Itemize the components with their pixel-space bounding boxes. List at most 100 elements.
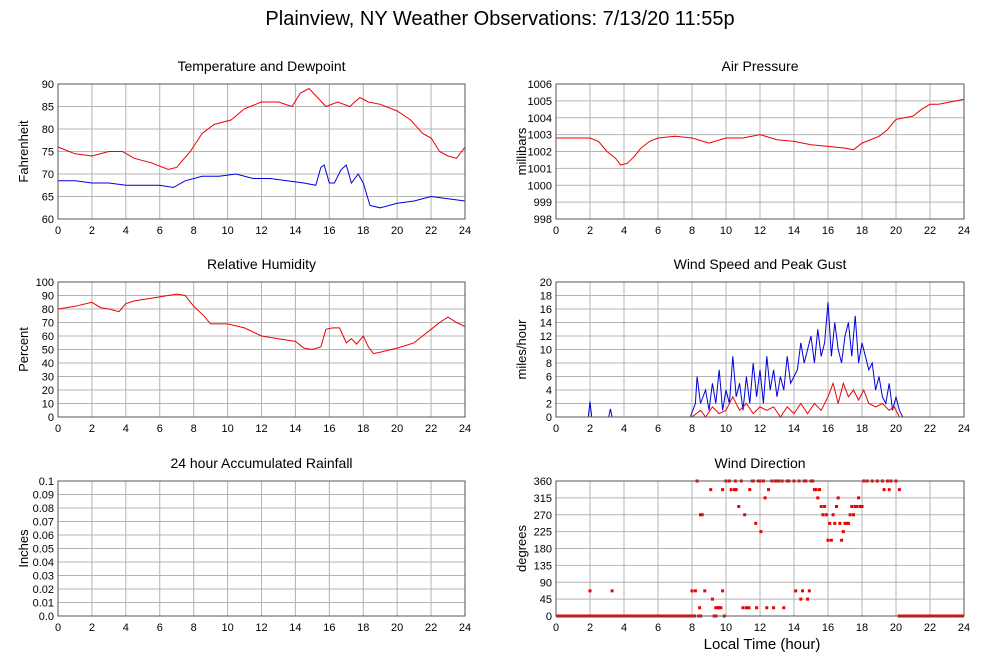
data-point (857, 496, 861, 500)
wind-speed-x-tick-label: 14 (788, 423, 800, 435)
wind-speed-x-tick-label: 22 (924, 423, 936, 435)
data-point (767, 488, 770, 492)
pressure-y-tick-label: 1002 (528, 147, 552, 159)
data-point (690, 589, 694, 593)
y-axis-label: miles/hour (514, 319, 529, 380)
rainfall-y-tick-label: 0.07 (33, 517, 54, 529)
temp-x-tick-label: 20 (391, 225, 403, 237)
data-point (717, 606, 721, 610)
rainfall-x-tick-label: 16 (323, 622, 335, 634)
data-point (880, 479, 884, 483)
pressure-x-tick-label: 22 (924, 225, 936, 237)
data-point (853, 505, 857, 508)
data-point (770, 479, 774, 483)
pressure-y-tick-label: 1001 (528, 163, 552, 175)
data-point (801, 589, 804, 593)
wind-speed-y-tick-label: 20 (540, 277, 552, 289)
wind-direction-x-tick-label: 6 (655, 622, 661, 634)
data-point (748, 488, 752, 492)
wind-direction-x-tick-label: 22 (924, 622, 936, 634)
wind-direction-y-tick-label: 315 (534, 493, 552, 505)
rainfall-x-tick-label: 2 (89, 622, 95, 634)
data-point (787, 479, 791, 483)
data-point (721, 589, 725, 593)
data-point (588, 589, 592, 593)
data-point (804, 479, 808, 483)
data-point (865, 479, 869, 483)
data-point (695, 479, 699, 483)
data-point (818, 488, 821, 492)
pressure-x-tick-label: 2 (587, 225, 593, 237)
humidity-y-tick-label: 50 (42, 345, 54, 357)
data-point (755, 606, 759, 610)
wind-direction-y-tick-label: 270 (534, 510, 552, 522)
wind-direction-x-tick-label: 4 (621, 622, 627, 634)
rainfall-y-tick-label: 0.04 (33, 557, 54, 569)
data-point (716, 606, 720, 610)
wind-direction-y-tick-label: 45 (540, 594, 552, 606)
data-point (889, 479, 893, 483)
wind-direction-y-tick-label: 360 (534, 476, 552, 488)
data-point (806, 597, 810, 601)
temp-y-tick-label: 90 (42, 79, 54, 91)
humidity-x-tick-label: 10 (221, 423, 233, 435)
data-point (797, 479, 801, 483)
wind-direction-x-tick-label: 8 (689, 622, 695, 634)
rainfall-x-tick-label: 24 (459, 622, 471, 634)
pressure-x-tick-label: 4 (621, 225, 627, 237)
pressure-x-tick-label: 8 (689, 225, 695, 237)
data-point (792, 479, 796, 483)
humidity-y-tick-label: 10 (42, 399, 54, 411)
data-point (875, 479, 879, 483)
data-point (794, 589, 798, 593)
rainfall-x-tick-label: 6 (157, 622, 163, 634)
data-point (724, 479, 728, 483)
data-point (824, 513, 828, 517)
rainfall-y-tick-label: 0.03 (33, 571, 54, 583)
data-point (737, 505, 741, 508)
wind-direction-y-tick-label: 180 (534, 544, 552, 556)
plot-frame (555, 281, 965, 418)
wind-speed-x-tick-label: 20 (890, 423, 902, 435)
series-line-red (556, 98, 965, 166)
wind-speed-y-tick-label: 6 (546, 372, 552, 384)
chart-title: Air Pressure (721, 58, 798, 74)
temp-x-tick-label: 0 (55, 225, 61, 237)
page-title: Plainview, NY Weather Observations: 7/13… (265, 8, 735, 30)
plot-area (556, 481, 964, 616)
data-point (845, 521, 849, 525)
plot-area (58, 282, 465, 417)
data-point (782, 606, 786, 610)
temp-y-tick-label: 70 (42, 169, 54, 181)
wind-direction-y-tick-label: 90 (540, 577, 552, 589)
data-point (811, 479, 815, 483)
data-point (828, 521, 832, 525)
data-point (772, 606, 776, 610)
data-point (710, 597, 714, 601)
chart-title: Wind Direction (714, 455, 805, 471)
rainfall-x-tick-label: 14 (289, 622, 301, 634)
y-axis-label: millibars (514, 127, 529, 175)
data-point (829, 538, 833, 542)
rainfall-x-tick-label: 12 (255, 622, 267, 634)
plot-area (58, 481, 465, 616)
humidity-y-tick-label: 70 (42, 318, 54, 330)
series-line-blue (556, 302, 964, 418)
wind-speed-x-tick-label: 18 (856, 423, 868, 435)
data-point (699, 513, 702, 517)
y-axis-label: degrees (514, 525, 529, 572)
wind-speed-x-tick-label: 24 (958, 423, 970, 435)
data-point (610, 589, 614, 593)
chart-title: 24 hour Accumulated Rainfall (170, 455, 352, 471)
temp-x-tick-label: 24 (459, 225, 471, 237)
data-point (759, 530, 763, 534)
chart-title: Relative Humidity (207, 256, 316, 272)
data-point (729, 488, 733, 492)
rainfall-x-tick-label: 20 (391, 622, 403, 634)
humidity-y-tick-label: 40 (42, 358, 54, 370)
data-point (744, 606, 748, 610)
data-point (763, 496, 767, 500)
rainfall-y-tick-label: 0.08 (33, 503, 54, 515)
wind-speed-y-tick-label: 8 (546, 358, 552, 370)
